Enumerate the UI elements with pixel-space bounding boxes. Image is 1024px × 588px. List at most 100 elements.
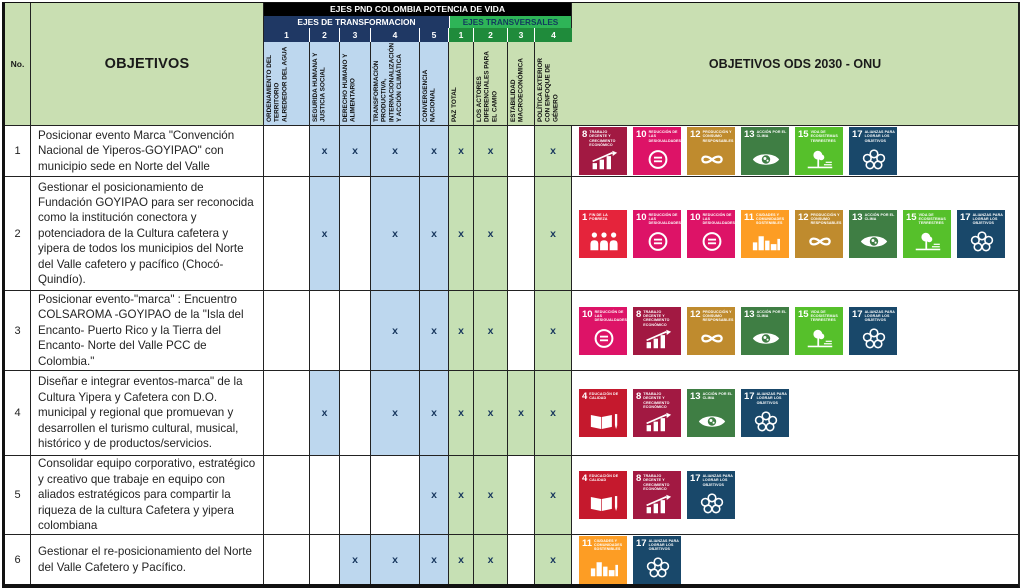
col-header-t2-label: SEGURIDA HUMANA Y JUSTICIA SOCIAL <box>312 52 327 122</box>
matrix-cell-r5-t3 <box>340 456 371 534</box>
sdg-icon-10: 10 REDUCCIÓN DE LAS DESIGUALDADES <box>687 209 735 258</box>
sdg-icon-header: 12 PRODUCCIÓN Y CONSUMO RESPONSABLES <box>798 211 841 228</box>
sdg-number: 12 <box>690 129 701 140</box>
sdg-number: 17 <box>636 537 647 549</box>
sdg-icon-13: 13 ACCIÓN POR EL CLIMA <box>849 209 897 258</box>
sdg-title: CIUDADES Y COMUNIDADES SOSTENIBLES <box>756 212 785 226</box>
sdg-pictogram <box>636 327 679 352</box>
sdg-icon-header: 13 ACCIÓN POR EL CLIMA <box>852 212 895 228</box>
ods-icons-row-4: 4 EDUCACIÓN DE CALIDAD 8 TRABAJO DECENTE Y … <box>572 371 1018 455</box>
sdg-icon-header: 8 TRABAJO DECENTE Y CRECIMIENTO ECONÓMICO <box>636 474 679 492</box>
matrix-cell-r3-v2: x <box>474 291 508 370</box>
objective-text: Gestionar el re-posicionamiento del Nort… <box>31 535 264 584</box>
sdg-icon-17: 17 ALIANZAS PARA LOGRAR LOS OBJETIVOS <box>849 127 897 175</box>
sdg-pictogram <box>852 325 895 353</box>
sdg-icon-8: 8 TRABAJO DECENTE Y CRECIMIENTO ECONÓMICO <box>579 127 627 175</box>
matrix-cell-r1-v4: x <box>535 126 572 176</box>
sdg-icon-12: 12 PRODUCCIÓN Y CONSUMO RESPONSABLES <box>795 209 843 258</box>
sdg-pictogram <box>798 228 841 256</box>
sdg-title: EDUCACIÓN DE CALIDAD <box>589 474 619 483</box>
matrix-cell-r3-t1 <box>264 291 310 370</box>
ods-icons-row-3: 10 REDUCCIÓN DE LAS DESIGUALDADES 8 TRABAJO… <box>572 291 1018 370</box>
ejes-transformacion-label: EJES DE TRANSFORMACION <box>264 15 449 29</box>
sdg-pictogram <box>582 407 625 435</box>
sdg-number: 10 <box>636 129 647 140</box>
sdg-number: 11 <box>582 537 593 549</box>
matrix-cell-r6-t2 <box>310 535 340 584</box>
matrix-cell-r4-t1 <box>264 371 310 455</box>
sdg-number: 12 <box>798 211 809 223</box>
col-header-v1: PAZ TOTAL <box>449 42 474 125</box>
matrix-cell-r4-t4: x <box>371 371 420 455</box>
matrix-cell-r6-v4: x <box>535 535 572 584</box>
sdg-icon-header: 15 VIDA DE ECOSISTEMAS TERRESTRES <box>798 309 841 325</box>
ejes-subtitles: EJES DE TRANSFORMACION EJES TRANSVERSALE… <box>264 15 571 29</box>
sdg-icon-10: 10 REDUCCIÓN DE LAS DESIGUALDADES <box>633 209 681 258</box>
col-header-t3: DERECHO HUMANO Y ALIMENTARIO <box>340 42 371 125</box>
sdg-title: REDUCCIÓN DE LAS DESIGUALDADES <box>594 309 628 323</box>
sdg-pictogram <box>744 407 787 435</box>
sdg-icon-header: 1 FIN DE LA POBREZA <box>582 212 625 228</box>
sdg-icon-15: 15 VIDA DE ECOSISTEMAS TERRESTRES <box>795 306 843 355</box>
matrix-cell-r5-v2: x <box>474 456 508 534</box>
matrix-cell-r6-v1: x <box>449 535 474 584</box>
sdg-icon-header: 11 CIUDADES Y COMUNIDADES SOSTENIBLES <box>744 212 787 228</box>
sdg-icon-header: 13 ACCIÓN POR EL CLIMA <box>744 130 787 145</box>
matrix-cell-r2-t4: x <box>371 177 420 290</box>
sdg-pictogram <box>690 145 733 173</box>
sdg-pictogram <box>744 228 787 256</box>
matrix-cell-r6-t4: x <box>371 535 420 584</box>
sdg-number: 10 <box>582 308 593 320</box>
sdg-number: 8 <box>582 129 588 140</box>
matrix-cell-r3-t3 <box>340 291 371 370</box>
sdg-icon-11: 11 CIUDADES Y COMUNIDADES SOSTENIBLES <box>579 535 627 584</box>
sdg-icon-header: 8 TRABAJO DECENTE Y CRECIMIENTO ECONÓMICO <box>636 392 679 410</box>
matrix-cell-r1-t5: x <box>420 126 449 176</box>
sdg-icon-header: 17 ALIANZAS PARA LOGRAR LOS OBJETIVOS <box>744 392 787 407</box>
table-row: 6 Gestionar el re-posicionamiento del No… <box>5 535 1018 584</box>
matrix-cell-r1-t3: x <box>340 126 371 176</box>
axis-label-row: ORDENAMIENTO DEL TERRITORIO ALREDEDOR DE… <box>264 42 572 125</box>
sdg-icon-17: 17 ALIANZAS PARA LOGRAR LOS OBJETIVOS <box>957 209 1005 258</box>
matrix-cell-r4-t5: x <box>420 371 449 455</box>
sdg-title: FIN DE LA POBREZA <box>589 212 608 221</box>
matrix-cell-r5-v3 <box>508 456 535 534</box>
sdg-icon-4: 4 EDUCACIÓN DE CALIDAD <box>579 389 627 437</box>
sdg-icon-header: 10 REDUCCIÓN DE LAS DESIGUALDADES <box>582 308 628 325</box>
matrix-cell-r4-v3: x <box>508 371 535 455</box>
sdg-pictogram <box>798 325 841 353</box>
sdg-number: 8 <box>636 473 642 484</box>
row-number: 1 <box>5 126 31 176</box>
transversales-num-2: 2 <box>474 28 508 42</box>
col-header-v3-label: ESTABILIDAD MACROECONÓMICA <box>510 58 525 122</box>
matrix-cell-r5-t2 <box>310 456 340 534</box>
sdg-pictogram <box>636 228 679 256</box>
sdg-title: VIDA DE ECOSISTEMAS TERRESTRES <box>810 130 838 143</box>
sdg-pictogram <box>690 407 733 435</box>
sdg-icon-12: 12 PRODUCCIÓN Y CONSUMO RESPONSABLES <box>687 306 735 355</box>
sdg-icon-header: 17 ALIANZAS PARA LOGRAR LOS OBJETIVOS <box>636 537 679 554</box>
sdg-number: 15 <box>906 211 917 223</box>
matrix-cell-r3-t2 <box>310 291 340 370</box>
sdg-icon-header: 13 ACCIÓN POR EL CLIMA <box>690 392 733 407</box>
ejes-header-block: EJES PND COLOMBIA POTENCIA DE VIDA EJES … <box>264 3 572 125</box>
matrix-cell-r6-t1 <box>264 535 310 584</box>
col-header-t5-label: CONVERGENCIA NACIONAL <box>422 70 437 122</box>
sdg-title: TRABAJO DECENTE Y CRECIMIENTO ECONÓMICO <box>643 474 670 492</box>
sdg-icon-header: 10 REDUCCIÓN DE LAS DESIGUALDADES <box>636 212 681 228</box>
sdg-number: 10 <box>690 211 701 223</box>
ejes-transversales-label: EJES TRANSVERSALES <box>449 15 571 29</box>
matrix-cell-r6-t3: x <box>340 535 371 584</box>
transversales-num-1: 1 <box>449 28 474 42</box>
sdg-pictogram <box>636 145 679 173</box>
matrix-cell-r6-v3 <box>508 535 535 584</box>
sdg-icon-8: 8 TRABAJO DECENTE Y CRECIMIENTO ECONÓMICO <box>633 471 681 519</box>
col-header-t3-label: DERECHO HUMANO Y ALIMENTARIO <box>342 53 357 122</box>
matrix-cell-r3-t4: x <box>371 291 420 370</box>
sdg-icon-header: 13 ACCIÓN POR EL CLIMA <box>744 309 787 325</box>
transversales-num-4: 4 <box>535 28 572 42</box>
sdg-icon-10: 10 REDUCCIÓN DE LAS DESIGUALDADES <box>633 127 681 175</box>
sdg-icon-header: 8 TRABAJO DECENTE Y CRECIMIENTO ECONÓMICO <box>582 130 625 148</box>
